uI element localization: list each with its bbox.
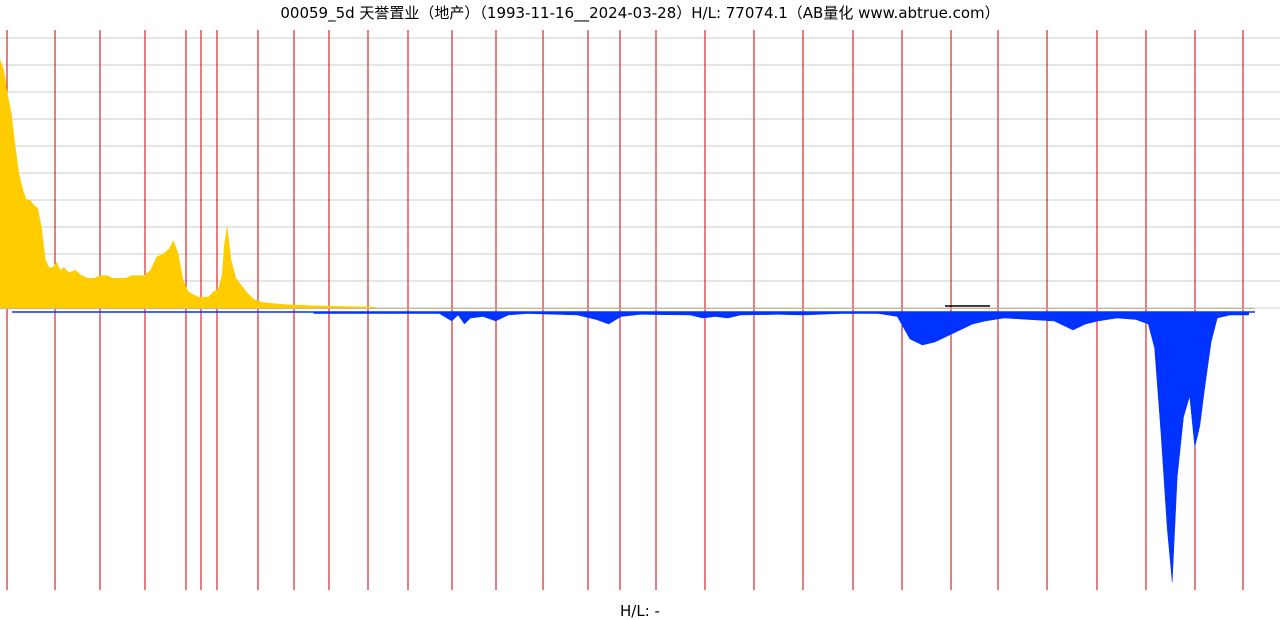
grid-lines xyxy=(0,37,1280,309)
period-marker-lines xyxy=(6,30,1244,590)
chart-title: 00059_5d 天誉置业（地产）（1993-11-16__2024-03-28… xyxy=(280,4,1000,22)
zero-baseline xyxy=(0,305,1255,313)
bottom-hl-label: H/L: - xyxy=(620,602,660,620)
series-areas xyxy=(0,59,1249,583)
negative-series-area xyxy=(313,311,1249,583)
positive-series-area xyxy=(0,59,377,309)
